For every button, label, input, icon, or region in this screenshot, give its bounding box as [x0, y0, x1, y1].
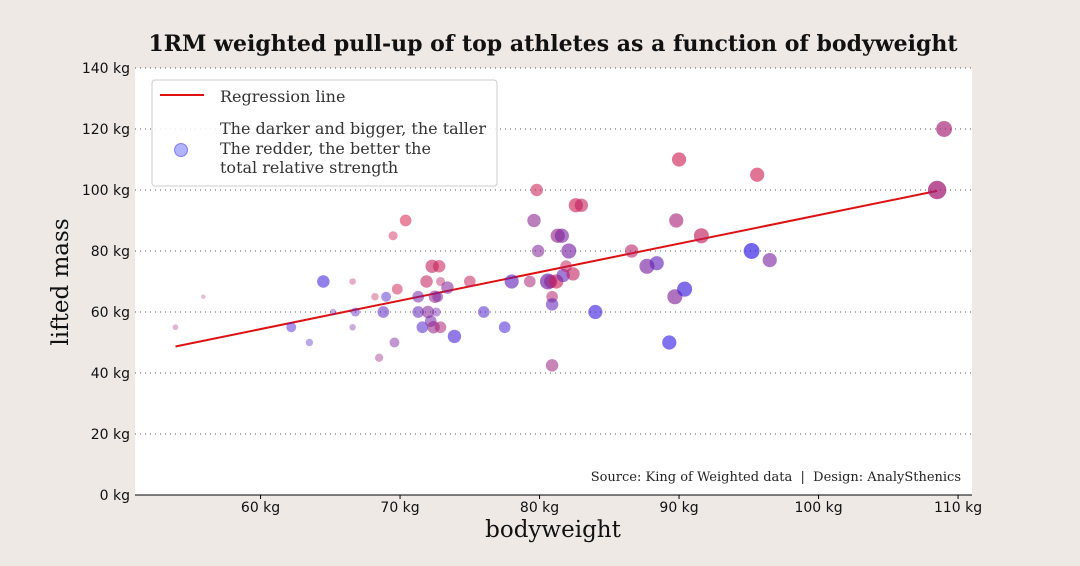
- legend-marker-line-1: The darker and bigger, the taller: [220, 119, 486, 138]
- scatter-point: [351, 307, 360, 316]
- scatter-point: [317, 275, 330, 288]
- scatter-point: [286, 322, 296, 332]
- legend-marker-line-3: total relative strength: [220, 158, 398, 177]
- legend-marker-swatch: [175, 144, 188, 157]
- scatter-point: [744, 243, 760, 259]
- scatter-point: [389, 231, 398, 240]
- scatter-point: [412, 291, 424, 303]
- scatter-point: [499, 321, 511, 333]
- scatter-point: [420, 275, 433, 288]
- scatter-point: [677, 282, 692, 297]
- scatter-point: [330, 309, 337, 316]
- y-tick-label: 20 kg: [91, 427, 130, 443]
- scatter-point: [349, 324, 356, 331]
- scatter-point: [377, 306, 389, 318]
- scatter-point: [306, 339, 313, 346]
- scatter-point: [750, 168, 764, 182]
- scatter-point: [524, 276, 536, 288]
- scatter-point: [349, 278, 356, 285]
- scatter-point: [672, 152, 686, 166]
- scatter-point: [669, 213, 683, 227]
- scatter-point: [400, 215, 412, 227]
- scatter-point: [662, 335, 676, 349]
- y-axis-label: lifted mass: [48, 218, 74, 345]
- y-tick-label: 140 kg: [82, 61, 130, 77]
- scatter-point: [433, 260, 446, 273]
- scatter-point: [432, 307, 441, 316]
- source-note: Source: King of Weighted data | Design: …: [591, 470, 961, 485]
- scatter-point: [928, 181, 946, 199]
- scatter-point: [375, 354, 383, 362]
- x-tick-label: 80 kg: [520, 500, 559, 516]
- scatter-point: [371, 293, 378, 300]
- scatter-point: [201, 294, 206, 299]
- scatter-point: [441, 281, 454, 294]
- scatter-point: [763, 253, 777, 267]
- x-axis-label: bodyweight: [485, 517, 621, 543]
- scatter-point: [505, 274, 519, 288]
- scatter-point: [588, 305, 602, 319]
- scatter-point: [694, 228, 709, 243]
- scatter-point: [531, 184, 544, 197]
- x-tick-label: 100 kg: [794, 500, 842, 516]
- scatter-point: [625, 244, 638, 257]
- scatter-point: [448, 330, 461, 343]
- scatter-point: [381, 292, 391, 302]
- y-tick-label: 40 kg: [91, 366, 130, 382]
- x-tick-label: 90 kg: [659, 500, 698, 516]
- scatter-point: [392, 284, 403, 295]
- scatter-point: [435, 321, 447, 333]
- scatter-point: [555, 229, 569, 243]
- y-tick-label: 100 kg: [82, 183, 130, 199]
- scatter-point: [566, 267, 579, 280]
- x-tick-label: 60 kg: [241, 500, 280, 516]
- scatter-point: [561, 243, 576, 258]
- y-tick-label: 80 kg: [91, 244, 130, 260]
- x-tick-label: 110 kg: [934, 500, 982, 516]
- y-tick-label: 0 kg: [100, 488, 130, 504]
- y-ticks: 0 kg 20 kg 40 kg 60 kg 80 kg 100 kg 120 kg 140 …: [82, 61, 130, 504]
- scatter-point: [546, 359, 559, 372]
- x-tick-label: 70 kg: [380, 500, 419, 516]
- scatter-point: [527, 214, 540, 227]
- legend: Regression line The darker and bigger, t…: [152, 80, 497, 186]
- scatter-point: [532, 245, 545, 258]
- scatter-point: [650, 256, 664, 270]
- scatter-point: [173, 324, 179, 330]
- scatter-point: [389, 338, 399, 348]
- scatter-point: [575, 199, 588, 212]
- y-tick-label: 60 kg: [91, 305, 130, 321]
- scatter-point: [936, 121, 952, 137]
- scatter-point: [464, 276, 476, 288]
- scatter-point: [478, 306, 490, 318]
- scatter-point: [432, 291, 443, 302]
- x-ticks: 60 kg 70 kg 80 kg 90 kg 100 kg 110 kg: [241, 495, 982, 516]
- chart-title: 1RM weighted pull-up of top athletes as …: [148, 31, 958, 57]
- scatter-point: [546, 298, 559, 311]
- y-tick-label: 120 kg: [82, 122, 130, 138]
- legend-line-label: Regression line: [220, 87, 345, 106]
- legend-marker-line-2: The redder, the better the: [220, 139, 431, 158]
